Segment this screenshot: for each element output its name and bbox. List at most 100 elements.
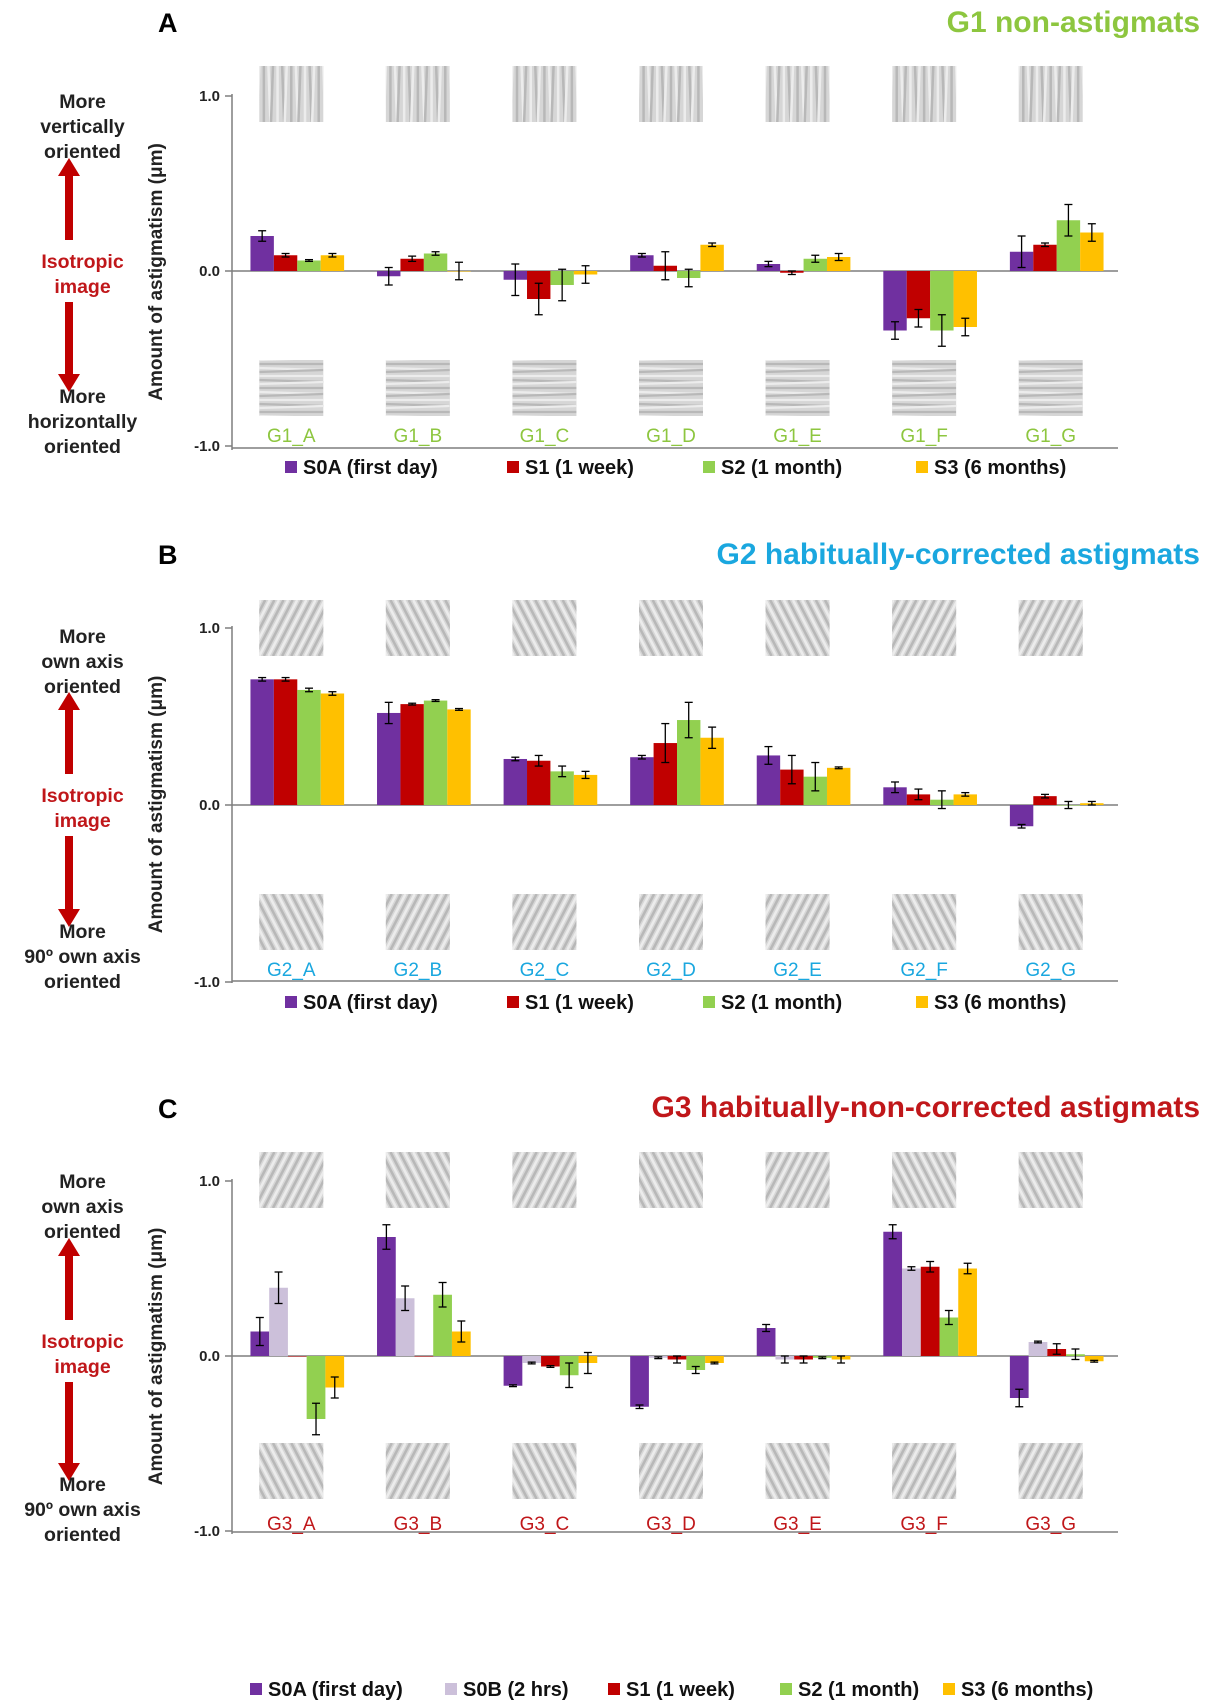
error-bar [583, 1351, 592, 1375]
bar-s0a [756, 264, 781, 271]
bar-s2 [930, 271, 954, 331]
error-bar [834, 252, 843, 262]
category-label: G2_E [773, 960, 822, 981]
error-bar [330, 1376, 339, 1399]
category-label: G2_G [1025, 960, 1076, 981]
scale-top-label: More vertically oriented [40, 91, 125, 163]
bar-s1 [400, 258, 424, 271]
bottom-thumbnail [639, 894, 703, 950]
top-thumbnail [892, 66, 957, 122]
y-axis-label: Amount of astigmatism (μm) [146, 1228, 167, 1486]
bar-s3 [1080, 232, 1104, 271]
error-bar [907, 1266, 916, 1271]
bar-s0a [250, 679, 274, 805]
legend-label: S3 (6 months) [934, 992, 1067, 1014]
error-bar [691, 1365, 700, 1375]
category-label: G1_D [646, 426, 696, 447]
error-bar [914, 308, 923, 328]
error-bar [1052, 1343, 1061, 1355]
top-thumbnail [512, 66, 577, 122]
bar-chart: 1.0 0.0 -1.0 Amount of astigmatism (μm) G2_A… [146, 600, 1118, 991]
double-arrow-icon [58, 1238, 80, 1481]
bottom-thumbnail [385, 360, 450, 416]
bar-s0a [1009, 1356, 1029, 1398]
top-thumbnail [892, 1152, 957, 1208]
legend-item: S2 (1 month) [780, 1679, 919, 1702]
bar-s1 [541, 1356, 560, 1367]
legend-swatch [703, 461, 715, 473]
bar-s0b [1028, 1342, 1048, 1356]
bar-s3 [826, 767, 851, 805]
category-label: G3_G [1025, 1514, 1076, 1535]
bar-s2 [423, 700, 448, 805]
error-bar [937, 790, 946, 810]
error-bar [508, 1384, 517, 1388]
legend-item: S3 (6 months) [916, 992, 1066, 1015]
error-bar [431, 699, 440, 703]
legend-item: S0B (2 hrs) [445, 1679, 569, 1702]
bottom-thumbnail [512, 360, 577, 416]
error-bar [1087, 800, 1096, 806]
error-bar [787, 754, 796, 785]
bottom-thumbnail [765, 360, 830, 416]
bottom-thumbnail [765, 894, 830, 950]
bar-s2 [297, 260, 321, 271]
error-bar [1064, 800, 1073, 810]
legend-swatch [507, 461, 519, 473]
error-bar [635, 1404, 644, 1410]
bar-s1 [414, 1356, 434, 1357]
legend-item: S3 (6 months) [916, 457, 1066, 480]
y-tick-label: -1.0 [194, 1523, 220, 1540]
error-bar [708, 726, 717, 750]
error-bar [304, 258, 313, 263]
bar-s2 [297, 689, 321, 805]
error-bar [1090, 1359, 1099, 1363]
legend-swatch [916, 461, 928, 473]
legend-label: S2 (1 month) [798, 1679, 920, 1701]
legend-item: S0A (first day) [285, 457, 438, 480]
top-thumbnail [385, 1152, 450, 1208]
legend-item: S0A (first day) [250, 1679, 403, 1702]
error-bar [708, 242, 717, 248]
legend-label: S3 (6 months) [961, 1679, 1094, 1701]
legend-swatch [445, 1683, 457, 1695]
bar-s3 [826, 257, 851, 271]
bar-s3 [958, 1268, 977, 1356]
error-bar [961, 791, 970, 797]
bar-s1 [400, 704, 424, 805]
top-thumbnail [1018, 1152, 1083, 1208]
scale-mid-label: Isotropic image [41, 251, 124, 298]
category-label: G3_F [900, 1514, 948, 1535]
legend-item: S1 (1 week) [507, 457, 634, 480]
error-bar [926, 1260, 935, 1273]
bar-s2 [306, 1356, 326, 1419]
bar-s0a [630, 1356, 649, 1407]
error-bar [454, 261, 463, 281]
error-bar [637, 252, 646, 258]
bar-s0b [522, 1356, 542, 1363]
category-label: G3_E [773, 1514, 822, 1535]
error-bar [382, 1224, 391, 1250]
error-bar [534, 282, 543, 316]
category-label: G2_B [394, 960, 443, 981]
error-bar [281, 676, 290, 682]
bottom-thumbnail [385, 894, 450, 950]
error-bar [764, 260, 773, 268]
bar-s3 [700, 244, 724, 271]
legend-item: S1 (1 week) [608, 1679, 735, 1702]
side-scale: More own axis oriented Isotropic image More 90… [0, 535, 165, 1035]
bar-s2 [550, 771, 574, 805]
legend-label: S1 (1 week) [626, 1679, 735, 1701]
error-bar [511, 756, 520, 762]
top-thumbnail [1018, 600, 1083, 656]
bar-s1 [287, 1356, 307, 1357]
bar-s0a [503, 1356, 523, 1386]
y-tick-label: 1.0 [199, 620, 220, 637]
y-axis-label: Amount of astigmatism (μm) [146, 676, 167, 934]
legend-swatch [916, 996, 928, 1008]
top-thumbnail [765, 600, 830, 656]
bar-s1 [273, 255, 298, 271]
bottom-thumbnail [639, 1443, 703, 1499]
bottom-thumbnail [892, 360, 957, 416]
bar-s2 [803, 258, 827, 271]
